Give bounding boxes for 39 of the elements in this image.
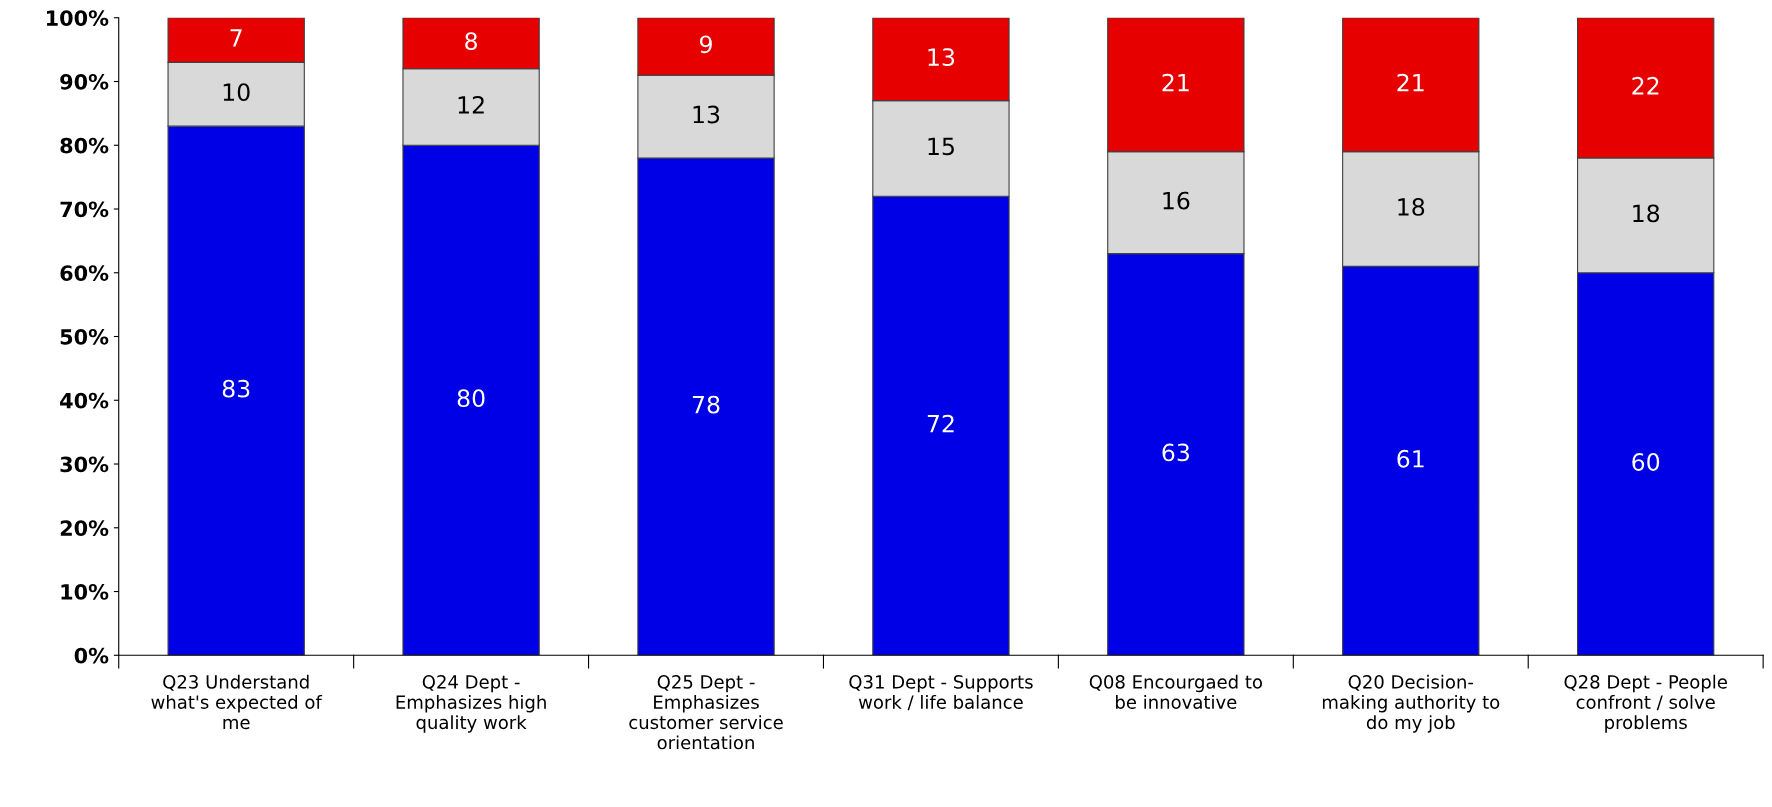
data-label: 21 — [1397, 73, 1424, 92]
data-label: 80 — [457, 389, 485, 408]
data-label: 10 — [223, 83, 250, 102]
y-tick-label: 90% — [60, 73, 109, 90]
data-label: 9 — [699, 35, 712, 54]
data-label: 18 — [1633, 204, 1660, 223]
data-label: 12 — [458, 96, 484, 114]
y-tick-label: 50% — [60, 328, 109, 345]
data-label: 13 — [693, 105, 720, 124]
data-label: 7 — [230, 29, 242, 47]
data-label: 18 — [1398, 198, 1425, 216]
data-label: 63 — [1162, 443, 1189, 462]
data-label: 83 — [222, 379, 250, 398]
data-label: 78 — [692, 395, 720, 414]
x-tick-label: Q25 Dept - Emphasizes customer service orientation — [629, 675, 783, 750]
x-tick-label: Q31 Dept - Supports work / life balance — [849, 675, 1033, 711]
data-label: 15 — [928, 137, 954, 156]
data-label: 16 — [1163, 191, 1190, 210]
data-label: 13 — [928, 48, 955, 67]
data-label: 21 — [1162, 73, 1189, 92]
x-tick-label: Q08 Encourgaed to be innovative — [1089, 674, 1262, 709]
x-tick-label: Q23 Understand what's expected of me — [151, 674, 323, 730]
x-tick-label: Q28 Dept - People confront / solve problems — [1564, 674, 1727, 733]
data-label: 60 — [1632, 453, 1660, 471]
data-label: 22 — [1632, 76, 1659, 95]
x-tick-label: Q20 Decision- making authority to do my job — [1322, 674, 1500, 733]
y-tick-label: 70% — [60, 201, 109, 218]
data-label: 72 — [927, 414, 954, 433]
y-tick-label: 0% — [74, 647, 109, 664]
x-tick-label: Q24 Dept - Emphasizes high quality work — [396, 675, 546, 733]
data-label: 8 — [465, 32, 477, 51]
y-tick-label: 30% — [60, 456, 109, 473]
y-tick-label: 60% — [60, 265, 109, 281]
y-tick-label: 10% — [61, 583, 109, 600]
data-label: 61 — [1397, 449, 1424, 468]
y-tick-label: 20% — [60, 520, 109, 536]
y-tick-label: 100% — [46, 10, 109, 26]
y-tick-label: 80% — [60, 137, 109, 154]
y-tick-label: 40% — [60, 392, 109, 409]
